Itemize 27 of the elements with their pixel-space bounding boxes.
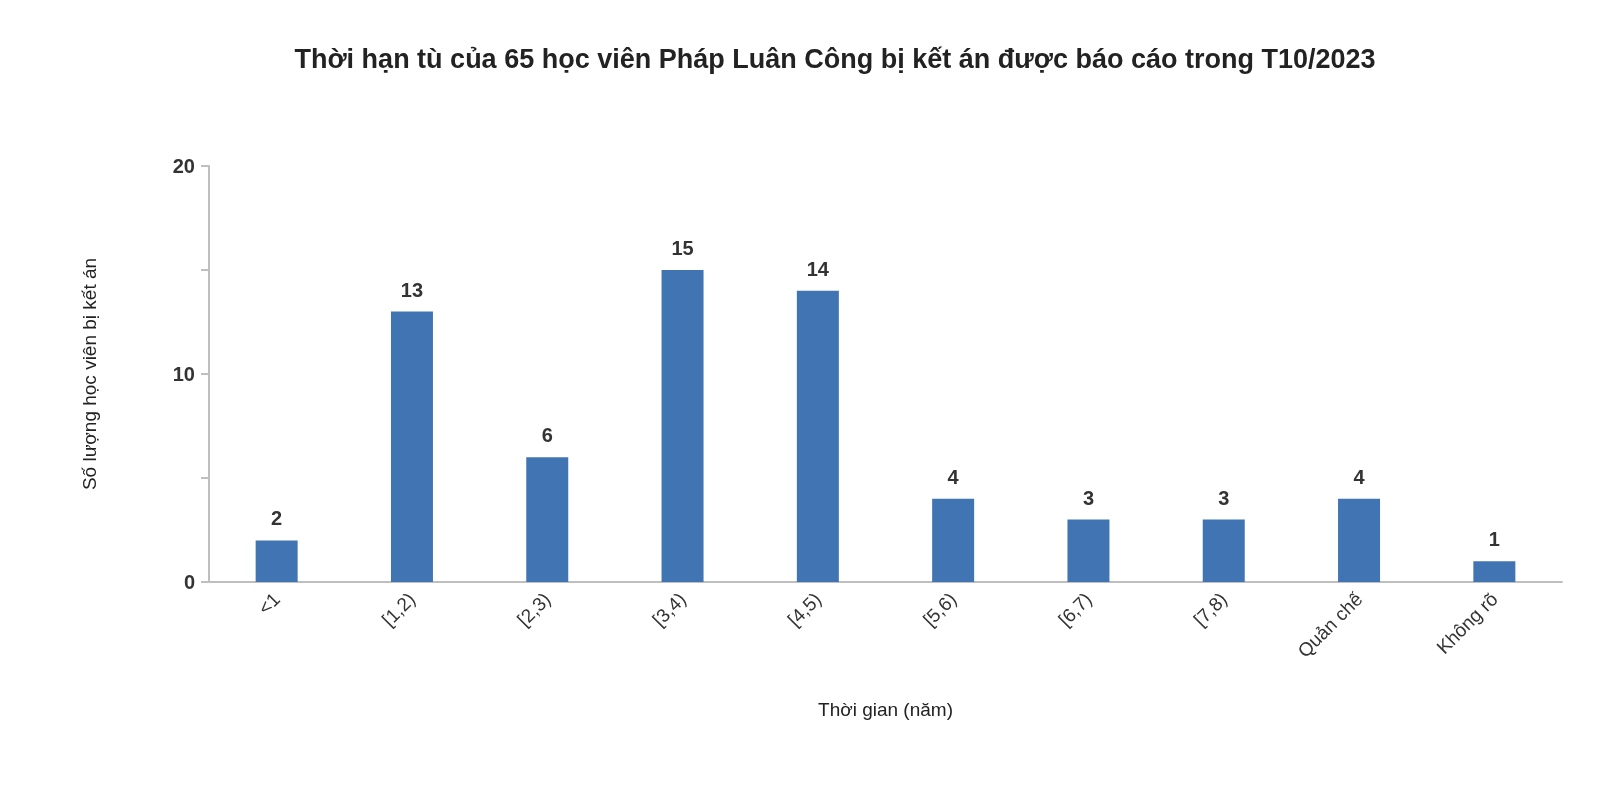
data-label: 3 [1218, 486, 1230, 509]
data-label: 4 [1353, 465, 1366, 488]
data-label: 14 [806, 257, 830, 280]
bar [1473, 561, 1516, 582]
bar [526, 457, 569, 582]
bar [1067, 519, 1110, 582]
y-tick-label: 20 [172, 155, 195, 177]
bar [796, 290, 839, 582]
data-label: 15 [671, 237, 694, 259]
y-tick-label: 10 [172, 363, 195, 385]
data-label: 2 [271, 507, 283, 530]
data-label: 6 [541, 424, 553, 447]
bar [1338, 498, 1381, 582]
data-label: 13 [400, 278, 424, 301]
x-tick-label: <1 [253, 588, 285, 619]
bar [255, 540, 298, 582]
x-axis-title: Thời gian (năm) [818, 699, 953, 720]
data-label: 1 [1488, 528, 1500, 551]
bar [390, 311, 433, 582]
bar [661, 270, 704, 582]
chart-title: Thời hạn tù của 65 học viên Pháp Luân Công bị kết án được báo cáo trong T10/2023 [294, 43, 1376, 74]
bar [932, 498, 975, 582]
data-label: 3 [1082, 486, 1095, 509]
y-tick-label: 0 [183, 571, 195, 593]
y-axis-title: Số lượng học viên bị kết án [79, 257, 100, 491]
data-label: 4 [947, 465, 960, 488]
bar [1202, 519, 1245, 582]
